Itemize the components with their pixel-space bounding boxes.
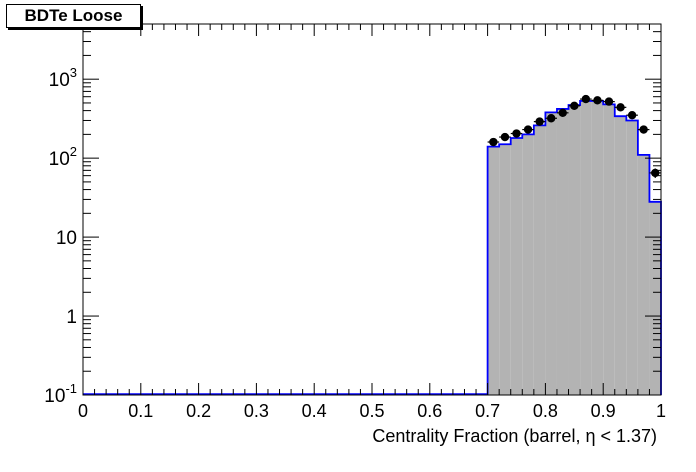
data-point [627, 110, 637, 120]
hist-bar [637, 154, 650, 395]
data-point [546, 114, 556, 123]
y-tick-label: 1 [66, 307, 77, 328]
data-point [570, 101, 579, 111]
hist-bar [649, 201, 661, 395]
data-point [593, 96, 602, 105]
mc-histogram [83, 100, 662, 396]
y-tick-label: 102 [49, 144, 77, 170]
y-tick-label: 10 [56, 228, 77, 249]
x-tick-label: 0.4 [302, 401, 327, 421]
data-point [535, 117, 544, 126]
hist-bar [626, 120, 638, 395]
hist-bar [545, 112, 557, 396]
hist-bar [591, 100, 604, 395]
x-axis-label: Centrality Fraction (barrel, η < 1.37) [372, 426, 657, 446]
data-point [604, 97, 614, 106]
hist-bar [556, 108, 569, 395]
data-point [616, 103, 625, 112]
hist-bar [614, 116, 627, 395]
hist-bar [603, 104, 615, 396]
hist-bar [510, 137, 523, 395]
x-tick-label: 0.2 [186, 401, 211, 421]
x-tick-label: 0.8 [533, 401, 558, 421]
y-tick-label: 10-1 [44, 381, 77, 407]
data-point [512, 129, 521, 138]
hist-outline [486, 100, 662, 395]
y-axis-ticks: 10-1 1 10 102 103 [44, 23, 661, 407]
x-axis-ticks: 0 0.1 0.2 0.3 0.4 0.5 0.6 0.7 0.8 0.9 1 [78, 24, 666, 421]
y-tick-label: 103 [49, 65, 77, 91]
hist-bar [580, 100, 592, 395]
chart-title: BDTe Loose [6, 4, 141, 28]
x-tick-label: 1 [656, 401, 666, 421]
data-point [523, 125, 533, 134]
x-tick-label: 0.7 [475, 401, 500, 421]
data-point [581, 94, 591, 104]
data-point [558, 108, 567, 118]
data-point [489, 137, 498, 147]
x-tick-label: 0.1 [128, 401, 153, 421]
data-points [487, 94, 661, 179]
x-tick-label: 0.3 [244, 401, 269, 421]
x-tick-label: 0.9 [591, 401, 616, 421]
x-tick-label: 0 [78, 401, 88, 421]
hist-bar [499, 144, 511, 395]
x-tick-label: 0.6 [417, 401, 442, 421]
hist-bar [533, 125, 546, 396]
hist-bar [568, 105, 581, 395]
x-tick-label: 0.5 [359, 401, 384, 421]
data-point [500, 132, 510, 142]
data-point [639, 125, 648, 134]
hist-bar [522, 134, 534, 395]
hist-bar [487, 146, 500, 395]
